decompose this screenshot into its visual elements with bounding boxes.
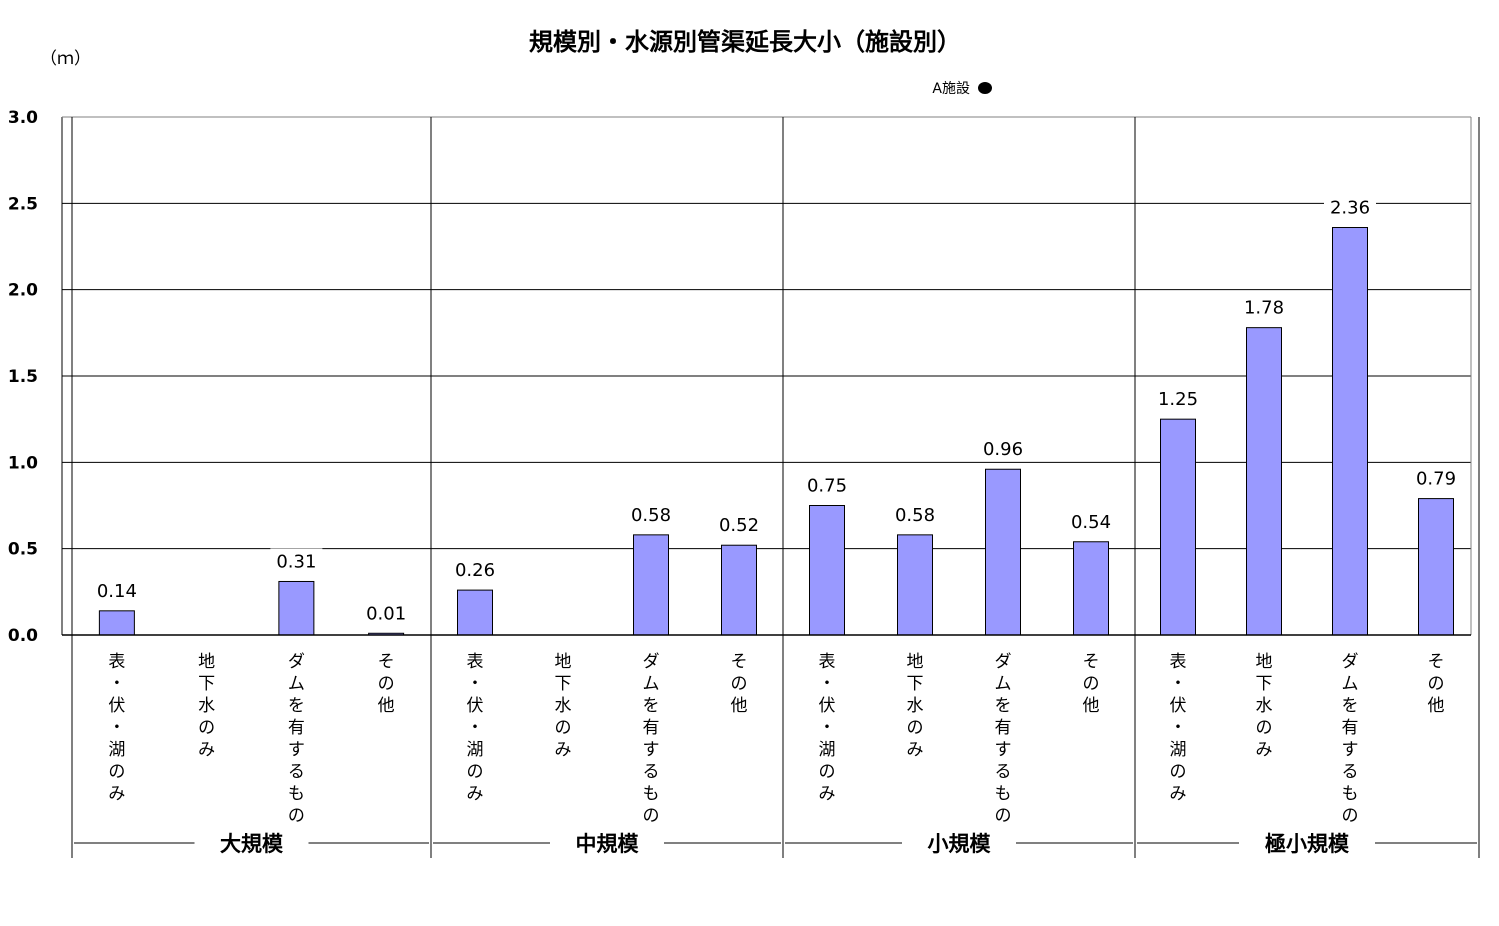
data-label: 1.78 xyxy=(1244,298,1284,319)
bar xyxy=(721,544,757,636)
data-label-bg xyxy=(713,512,765,538)
bar xyxy=(1073,541,1109,636)
data-label: 2.36 xyxy=(1330,198,1370,219)
category-label: ダムを有するもの xyxy=(643,652,660,826)
data-label-bg xyxy=(1238,294,1290,320)
data-label: 0.79 xyxy=(1416,469,1456,490)
group-label: 大規模 xyxy=(220,832,284,856)
data-label: 0.58 xyxy=(631,505,671,526)
data-label-bg xyxy=(360,600,413,626)
data-label-bg xyxy=(889,501,941,527)
category-label: 表・伏・湖のみ xyxy=(819,652,836,804)
bar xyxy=(1418,498,1454,636)
data-label: 0.26 xyxy=(455,560,495,581)
data-label-bg xyxy=(1152,386,1204,412)
bar xyxy=(98,610,135,636)
group-label: 中規模 xyxy=(576,832,640,856)
data-label-bg xyxy=(1065,508,1117,534)
category-label: その他 xyxy=(1428,652,1445,716)
y-tick-label: 3.0 xyxy=(8,108,38,128)
axis-layer: 0.0 0.5 1.0 1.5 2.0 2.5 3.0 xyxy=(8,108,1480,858)
data-label-bg xyxy=(1324,194,1376,220)
data-label-bg xyxy=(977,436,1029,462)
y-tick-label: 2.0 xyxy=(8,281,38,301)
category-label: その他 xyxy=(731,652,748,716)
data-label-bg xyxy=(270,548,323,574)
data-label: 0.52 xyxy=(719,515,759,536)
y-tick-label: 1.5 xyxy=(8,367,38,387)
category-label: 表・伏・湖のみ xyxy=(467,652,484,804)
category-label: 地下水のみ xyxy=(198,652,215,760)
group-label: 小規模 xyxy=(928,832,992,856)
category-label: 地下水のみ xyxy=(1256,652,1273,760)
data-label-bg xyxy=(625,501,677,527)
data-label-bg xyxy=(449,557,501,583)
bar xyxy=(1246,327,1282,636)
y-axis-unit: （ｍ） xyxy=(40,49,91,69)
data-label: 0.01 xyxy=(366,603,406,624)
category-label: ダムを有するもの xyxy=(995,652,1012,826)
category-label: 表・伏・湖のみ xyxy=(108,652,125,804)
data-label: 0.75 xyxy=(807,476,847,497)
category-label: 地下水のみ xyxy=(555,652,572,760)
data-label-bg xyxy=(801,472,853,498)
bar xyxy=(633,534,669,636)
y-tick-label: 0.5 xyxy=(8,540,38,560)
data-label: 0.31 xyxy=(276,551,316,572)
category-label: ダムを有するもの xyxy=(288,652,305,826)
y-tick-label: 1.0 xyxy=(8,453,38,473)
category-label: その他 xyxy=(378,652,395,716)
legend-marker xyxy=(978,82,992,94)
data-label: 0.58 xyxy=(895,505,935,526)
category-label: その他 xyxy=(1083,652,1100,716)
bar xyxy=(278,580,315,636)
legend-label: A施設 xyxy=(932,81,970,97)
bar xyxy=(1160,418,1196,636)
data-label: 0.54 xyxy=(1071,512,1111,533)
bar xyxy=(1332,227,1368,636)
bar xyxy=(985,468,1021,636)
y-tick-label: 0.0 xyxy=(8,626,38,646)
data-label: 0.96 xyxy=(983,439,1023,460)
category-label: ダムを有するもの xyxy=(1342,652,1359,826)
bar xyxy=(809,505,845,636)
data-label-bg xyxy=(90,577,143,603)
group-label: 極小規模 xyxy=(1265,832,1350,856)
bar xyxy=(457,589,493,636)
category-label: 表・伏・湖のみ xyxy=(1170,652,1187,804)
y-tick-label: 2.5 xyxy=(8,194,38,214)
bars-layer xyxy=(98,227,1454,636)
category-label: 地下水のみ xyxy=(907,652,924,760)
chart-title: 規模別・水源別管渠延長大小（施設別） xyxy=(529,28,961,56)
data-label-bg xyxy=(1410,465,1462,491)
bar xyxy=(897,534,933,636)
data-label: 0.14 xyxy=(97,581,137,602)
data-label: 1.25 xyxy=(1158,389,1198,410)
